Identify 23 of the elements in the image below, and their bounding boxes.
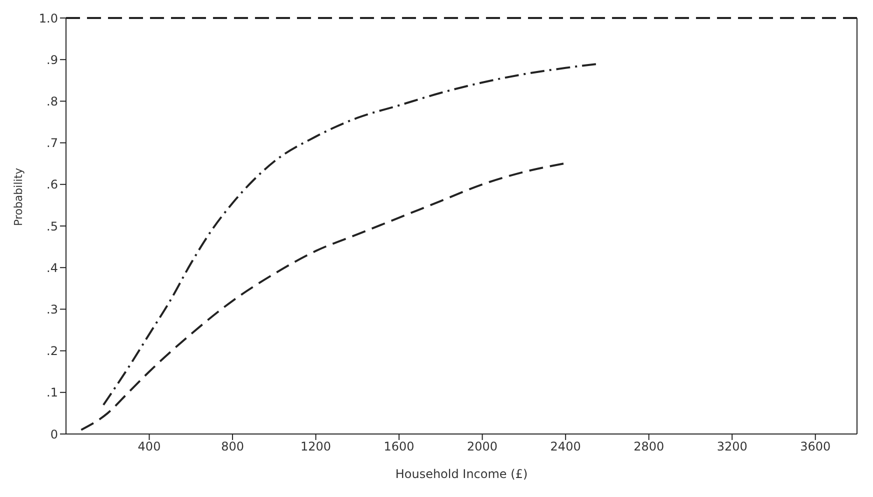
line-series bbox=[80, 162, 564, 431]
y-tick-label: .8 bbox=[46, 94, 58, 108]
y-axis-title: Probability bbox=[12, 167, 25, 226]
x-tick-label: 3200 bbox=[716, 440, 748, 454]
y-tick-label: .3 bbox=[46, 302, 58, 316]
y-tick-label: .5 bbox=[46, 219, 58, 234]
y-tick-label: .2 bbox=[46, 344, 58, 358]
y-tick-label: 0 bbox=[50, 427, 58, 442]
x-tick-label: 2800 bbox=[634, 440, 664, 454]
y-tick-label: .6 bbox=[46, 178, 58, 192]
y-tick-label: 1.0 bbox=[38, 11, 58, 26]
x-tick-label: 2000 bbox=[467, 440, 498, 454]
y-tick-label: .4 bbox=[46, 260, 58, 275]
x-tick-label: 800 bbox=[221, 440, 244, 454]
y-tick-label: .9 bbox=[46, 52, 58, 67]
x-axis-title: Household Income (£) bbox=[395, 467, 528, 481]
x-tick-label: 2400 bbox=[550, 440, 581, 454]
y-tick-label: .1 bbox=[46, 386, 58, 400]
x-tick-label: 400 bbox=[138, 440, 161, 454]
y-tick-label: .7 bbox=[46, 136, 58, 150]
x-tick-label: 1200 bbox=[300, 440, 332, 454]
x-tick-label: 3600 bbox=[800, 440, 831, 454]
x-tick-label: 1600 bbox=[384, 440, 414, 454]
